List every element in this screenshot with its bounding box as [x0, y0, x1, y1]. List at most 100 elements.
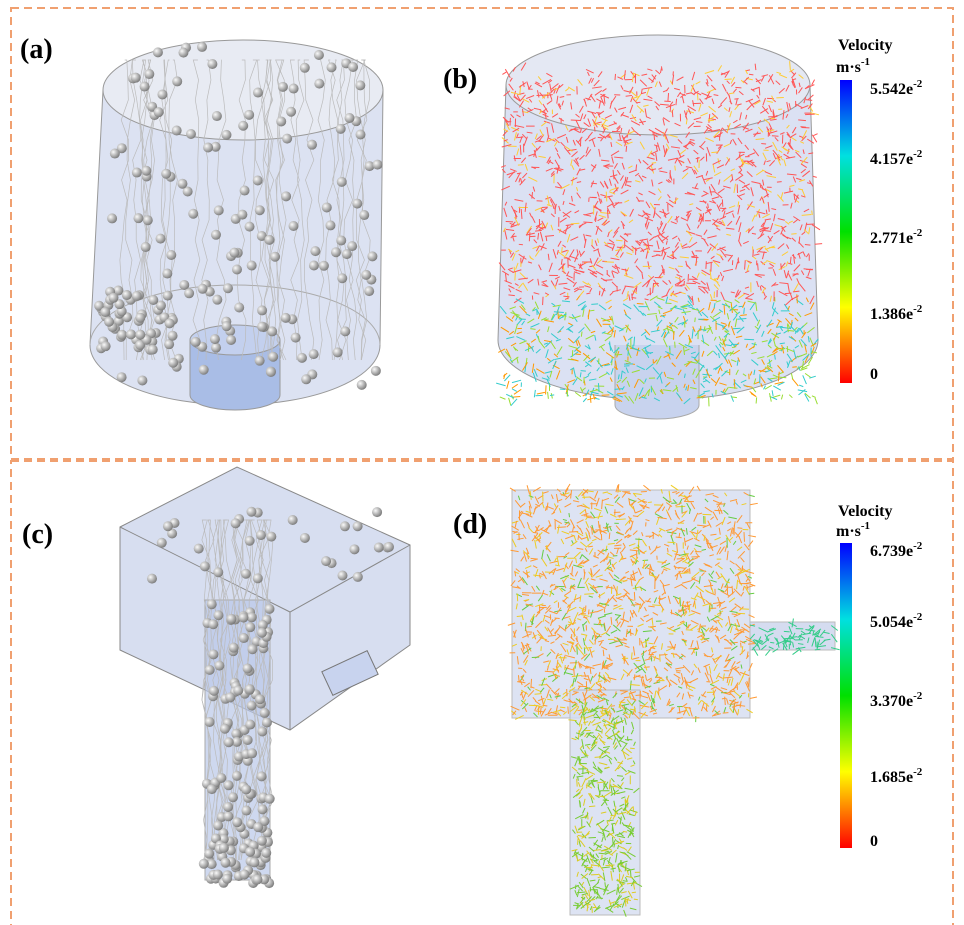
particle — [222, 321, 232, 331]
particle — [143, 215, 153, 225]
label-exp: -2 — [913, 227, 923, 239]
particle — [141, 166, 151, 176]
particle — [359, 210, 369, 220]
particle — [229, 643, 239, 653]
particle — [241, 569, 251, 579]
vector — [628, 351, 629, 356]
vector — [733, 328, 741, 329]
unit-base: m·s — [836, 523, 861, 540]
particle — [337, 571, 347, 581]
vector — [676, 99, 677, 105]
particle — [245, 222, 255, 232]
particle — [191, 337, 201, 347]
particle — [211, 343, 221, 353]
vector — [605, 882, 606, 887]
particle — [327, 62, 337, 72]
vector — [608, 210, 609, 219]
particle — [199, 859, 209, 869]
vector — [534, 390, 535, 397]
vector — [595, 127, 596, 132]
particle — [353, 572, 363, 582]
particle — [276, 116, 286, 126]
vector — [506, 394, 514, 398]
vector — [648, 606, 654, 607]
particle — [301, 374, 311, 384]
particle — [371, 366, 381, 376]
vector — [604, 608, 605, 612]
unit-exp: -1 — [861, 520, 870, 532]
particle — [223, 811, 233, 821]
vector — [615, 74, 616, 80]
vector — [708, 130, 713, 131]
vector — [784, 638, 792, 639]
vector — [651, 656, 652, 662]
vector — [632, 892, 636, 893]
vector — [661, 221, 662, 225]
vector — [815, 244, 822, 245]
particle — [140, 82, 150, 92]
cylinder-top — [506, 35, 810, 135]
vector — [797, 294, 798, 303]
vector — [504, 375, 510, 381]
vector — [772, 136, 779, 137]
particle — [340, 521, 350, 531]
particle — [211, 230, 221, 240]
particle — [288, 515, 298, 525]
panel-label: (d) — [453, 509, 487, 540]
particle — [205, 717, 215, 727]
vector — [645, 224, 646, 228]
particle — [231, 518, 241, 528]
vector — [737, 528, 742, 529]
vector — [759, 87, 760, 95]
particle — [117, 372, 127, 382]
vector — [502, 72, 506, 74]
label-base: 6.739e — [870, 543, 913, 560]
vector — [740, 609, 749, 610]
vector — [614, 722, 615, 730]
particle — [225, 692, 235, 702]
vector — [595, 398, 599, 399]
vector — [636, 102, 640, 103]
vector — [681, 573, 689, 574]
particle — [234, 303, 244, 313]
particle — [208, 619, 218, 629]
label-exp: -2 — [913, 766, 923, 778]
particle — [353, 521, 363, 531]
vector — [598, 137, 602, 138]
label-base: 1.386e — [870, 306, 913, 323]
particle — [266, 367, 276, 377]
vector — [512, 380, 521, 382]
colorbar-label: 5.542e-2 — [870, 78, 923, 98]
particle — [374, 542, 384, 552]
particle — [265, 794, 275, 804]
label-exp: -2 — [913, 611, 923, 623]
vector — [758, 263, 759, 270]
particle — [132, 291, 142, 301]
particle — [314, 50, 324, 60]
particle — [238, 121, 248, 131]
particle — [184, 288, 194, 298]
vector — [803, 375, 807, 384]
particle — [172, 126, 182, 136]
vector — [512, 389, 517, 392]
vector — [588, 546, 593, 547]
vector — [684, 281, 685, 286]
vector — [744, 532, 745, 542]
particle — [239, 633, 249, 643]
particle — [213, 610, 223, 620]
particle — [364, 286, 374, 296]
particle — [297, 353, 307, 363]
vector — [652, 605, 661, 606]
vector — [634, 592, 635, 601]
particle — [219, 843, 229, 853]
label-base: 1.685e — [870, 769, 913, 786]
vector — [751, 393, 756, 396]
vector — [569, 532, 578, 533]
particle — [223, 802, 233, 812]
particle — [264, 235, 274, 245]
vector — [688, 648, 698, 649]
vector — [597, 898, 603, 899]
vector — [675, 166, 676, 171]
particle — [101, 341, 111, 351]
particle — [325, 220, 335, 230]
